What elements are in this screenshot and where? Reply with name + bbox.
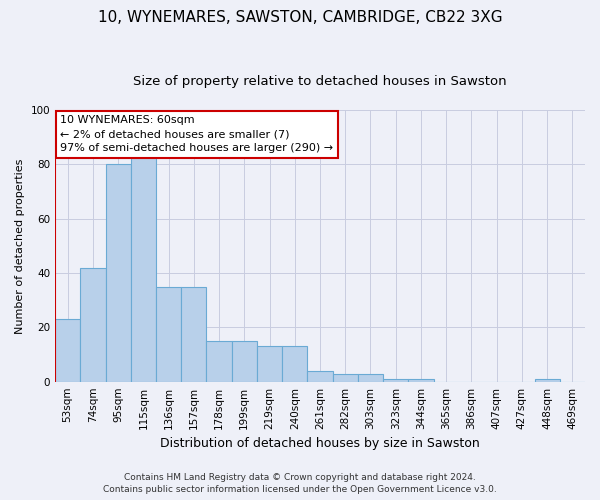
X-axis label: Distribution of detached houses by size in Sawston: Distribution of detached houses by size … — [160, 437, 480, 450]
Title: Size of property relative to detached houses in Sawston: Size of property relative to detached ho… — [133, 75, 507, 88]
Bar — [181, 286, 206, 382]
Bar — [131, 154, 156, 382]
Bar — [383, 379, 409, 382]
Bar — [232, 341, 257, 382]
Text: 10, WYNEMARES, SAWSTON, CAMBRIDGE, CB22 3XG: 10, WYNEMARES, SAWSTON, CAMBRIDGE, CB22 … — [98, 10, 502, 25]
Bar — [535, 379, 560, 382]
Bar — [332, 374, 358, 382]
Bar — [282, 346, 307, 382]
Bar — [55, 319, 80, 382]
Bar — [257, 346, 282, 382]
Bar — [307, 371, 332, 382]
Bar — [80, 268, 106, 382]
Bar — [106, 164, 131, 382]
Bar — [409, 379, 434, 382]
Text: Contains HM Land Registry data © Crown copyright and database right 2024.
Contai: Contains HM Land Registry data © Crown c… — [103, 473, 497, 494]
Bar — [156, 286, 181, 382]
Bar — [206, 341, 232, 382]
Text: 10 WYNEMARES: 60sqm
← 2% of detached houses are smaller (7)
97% of semi-detached: 10 WYNEMARES: 60sqm ← 2% of detached hou… — [61, 116, 334, 154]
Y-axis label: Number of detached properties: Number of detached properties — [15, 158, 25, 334]
Bar — [358, 374, 383, 382]
